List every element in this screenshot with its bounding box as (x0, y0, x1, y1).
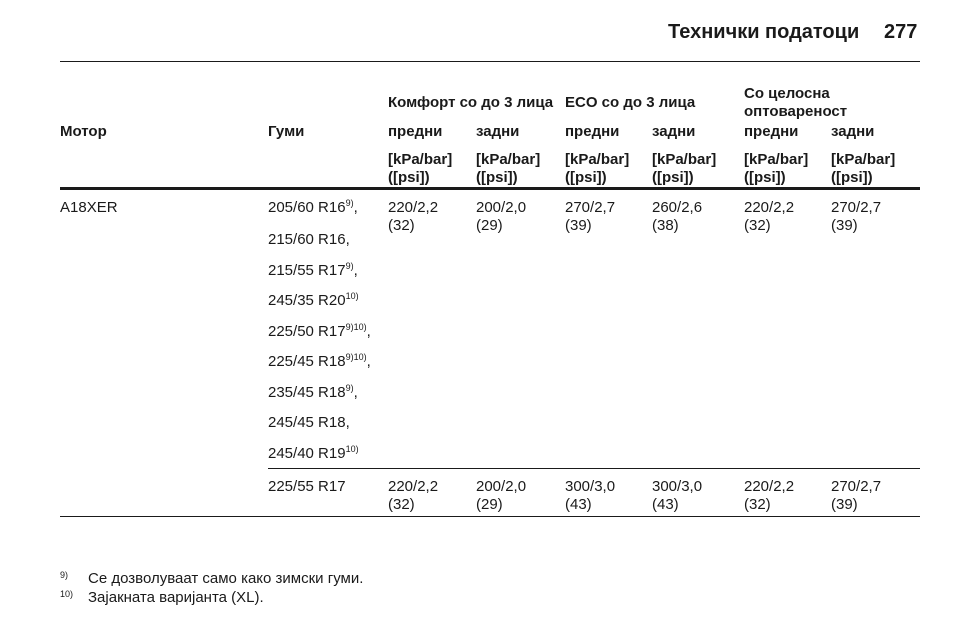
tyre-size: 215/60 R16, (268, 231, 350, 249)
unit-bar: [kPa/bar] (388, 151, 453, 168)
unit-bar: [kPa/bar] (744, 151, 809, 168)
punctuation: , (353, 199, 358, 216)
column-header: задни (831, 123, 875, 140)
page-number: 277 (884, 21, 918, 43)
column-header: задни (652, 123, 696, 140)
unit-psi: ([psi]) (744, 169, 786, 186)
footnote-ref: 9)10) (345, 352, 367, 362)
pressure-psi: (29) (476, 496, 503, 513)
unit-bar: [kPa/bar] (476, 151, 541, 168)
pressure-psi: (39) (831, 217, 858, 234)
pressure-bar: 270/2,7 (831, 199, 882, 216)
unit-bar: [kPa/bar] (565, 151, 630, 168)
group-header: Комфорт со до 3 лица (388, 94, 554, 111)
pressure-psi: (43) (565, 496, 592, 513)
tyre-text: 225/55 R17 (268, 478, 346, 495)
punctuation: , (366, 353, 371, 370)
tyre-text: 245/40 R19 (268, 444, 346, 462)
header-bottom-rule (60, 187, 920, 190)
tyre-size: 215/55 R179), (268, 260, 358, 280)
tyre-text: 225/45 R18 (268, 353, 346, 370)
tyre-text: 225/50 R17 (268, 322, 346, 340)
tyre-text: 235/45 R18 (268, 383, 346, 401)
column-header: Гуми (268, 123, 305, 140)
pressure-psi: (32) (744, 217, 771, 234)
tyre-size: 225/50 R179)10), (268, 321, 371, 341)
tyre-size: 235/45 R189), (268, 382, 358, 402)
pressure-psi: (38) (652, 217, 679, 234)
tyre-size: 245/40 R1910) (268, 443, 359, 463)
footnote-ref: 9)10) (345, 321, 367, 332)
tyre-size: 225/55 R17 (268, 478, 346, 496)
pressure-bar: 200/2,0 (476, 478, 527, 495)
pressure-psi: (43) (652, 496, 679, 513)
footnote-text: Зајакната варијанта (XL). (88, 589, 264, 606)
unit-psi: ([psi]) (388, 169, 430, 186)
column-header: Мотор (60, 123, 107, 140)
group-header: Со целосна оптовареност (744, 85, 848, 120)
unit-psi: ([psi]) (476, 169, 518, 186)
pressure-psi: (39) (831, 496, 858, 513)
pressure-bar: 270/2,7 (565, 199, 616, 216)
pressure-bar: 300/3,0 (565, 478, 616, 495)
footnote-mark: 10) (60, 589, 74, 599)
punctuation: , (353, 261, 358, 279)
tyre-size: 205/60 R169), (268, 199, 358, 217)
pressure-bar: 300/3,0 (652, 478, 703, 495)
punctuation: , (353, 383, 358, 401)
punctuation: , (366, 322, 371, 340)
unit-bar: [kPa/bar] (831, 151, 896, 168)
pressure-bar: 220/2,2 (744, 478, 795, 495)
pressure-bar: 260/2,6 (652, 199, 703, 216)
unit-psi: ([psi]) (565, 169, 607, 186)
row-rule (268, 468, 920, 469)
page-title: Технички податоци (668, 21, 860, 43)
tyre-size: 225/45 R189)10), (268, 353, 371, 371)
pressure-psi: (32) (388, 217, 415, 234)
pressure-psi: (39) (565, 217, 592, 234)
tyre-size: 245/45 R18, (268, 414, 350, 432)
pressure-psi: (32) (388, 496, 415, 513)
tyre-text: 205/60 R16 (268, 199, 346, 216)
unit-psi: ([psi]) (831, 169, 873, 186)
column-header: предни (388, 123, 443, 140)
footnote-ref: 9) (345, 198, 354, 208)
footnote-ref: 10) (345, 443, 359, 454)
footnote-ref: 9) (345, 260, 354, 271)
table-bottom-rule (60, 516, 920, 517)
pressure-bar: 220/2,2 (744, 199, 795, 216)
tyre-text: 245/45 R18, (268, 414, 350, 431)
unit-bar: [kPa/bar] (652, 151, 717, 168)
column-header: предни (565, 123, 620, 140)
tyre-text: 215/60 R16, (268, 231, 350, 248)
pressure-psi: (29) (476, 217, 503, 234)
pressure-psi: (32) (744, 496, 771, 513)
pressure-bar: 220/2,2 (388, 199, 439, 216)
pressure-bar: 270/2,7 (831, 478, 882, 495)
column-header: предни (744, 123, 799, 140)
column-header: задни (476, 123, 520, 140)
unit-psi: ([psi]) (652, 169, 694, 186)
header-rule (60, 61, 920, 62)
footnote-ref: 10) (345, 291, 359, 301)
pressure-bar: 200/2,0 (476, 199, 527, 216)
footnote-text: Се дозволуваат само како зимски гуми. (88, 570, 364, 587)
tyre-size: 245/35 R2010) (268, 292, 359, 310)
footnote-ref: 9) (345, 382, 354, 393)
tyre-text: 245/35 R20 (268, 292, 346, 309)
engine: A18XER (60, 199, 118, 216)
tyre-text: 215/55 R17 (268, 261, 346, 279)
pressure-bar: 220/2,2 (388, 478, 439, 495)
footnote-mark: 9) (60, 570, 69, 580)
group-header: ECO со до 3 лица (565, 94, 696, 111)
